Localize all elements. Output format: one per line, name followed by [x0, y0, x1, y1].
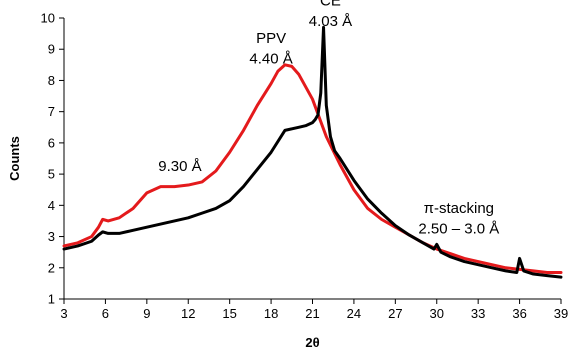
x-tick-label: 9	[143, 306, 150, 321]
x-axis-title: 2θ	[305, 335, 319, 350]
series-line-red	[62, 63, 563, 274]
peak-annotation: 4.40 Å	[249, 50, 292, 67]
y-tick-label: 7	[48, 104, 55, 119]
x-tick-label: 15	[222, 306, 236, 321]
x-tick-label: 24	[347, 306, 361, 321]
x-tick-label: 12	[181, 306, 195, 321]
x-tick-label: 33	[471, 306, 485, 321]
y-axis-title: Counts	[7, 136, 22, 181]
y-tick-label: 9	[48, 42, 55, 57]
peak-annotation: 9.30 Å	[158, 158, 201, 175]
y-tick-label: 10	[41, 11, 55, 26]
x-tick-label: 27	[388, 306, 402, 321]
y-tick-label: 8	[48, 73, 55, 88]
y-tick-label: 2	[48, 260, 55, 275]
peak-annotation: 4.03 Å	[309, 13, 352, 30]
peak-annotation: PPV	[256, 30, 286, 47]
x-tick-label: 21	[305, 306, 319, 321]
series-layer	[62, 25, 563, 279]
y-tick-label: 6	[48, 135, 55, 150]
y-tick-label: 4	[48, 198, 55, 213]
annotation-layer: CE 4.03 Å PPV 4.40 Å 9.30 Å π-stacking 2.50 – …	[158, 0, 499, 237]
y-tick-label: 5	[48, 167, 55, 182]
y-tick-label: 1	[48, 292, 55, 307]
x-tick-label: 36	[512, 306, 526, 321]
peak-annotation: 2.50 – 3.0 Å	[418, 220, 499, 237]
x-tick-label: 39	[554, 306, 568, 321]
peak-annotation: CE	[320, 0, 341, 10]
x-tick-label: 18	[264, 306, 278, 321]
x-tick-label: 6	[102, 306, 109, 321]
series-line-black	[62, 25, 563, 279]
y-tick-label: 3	[48, 229, 55, 244]
x-tick-label: 3	[60, 306, 67, 321]
x-tick-label: 30	[430, 306, 444, 321]
peak-annotation: π-stacking	[424, 200, 494, 217]
